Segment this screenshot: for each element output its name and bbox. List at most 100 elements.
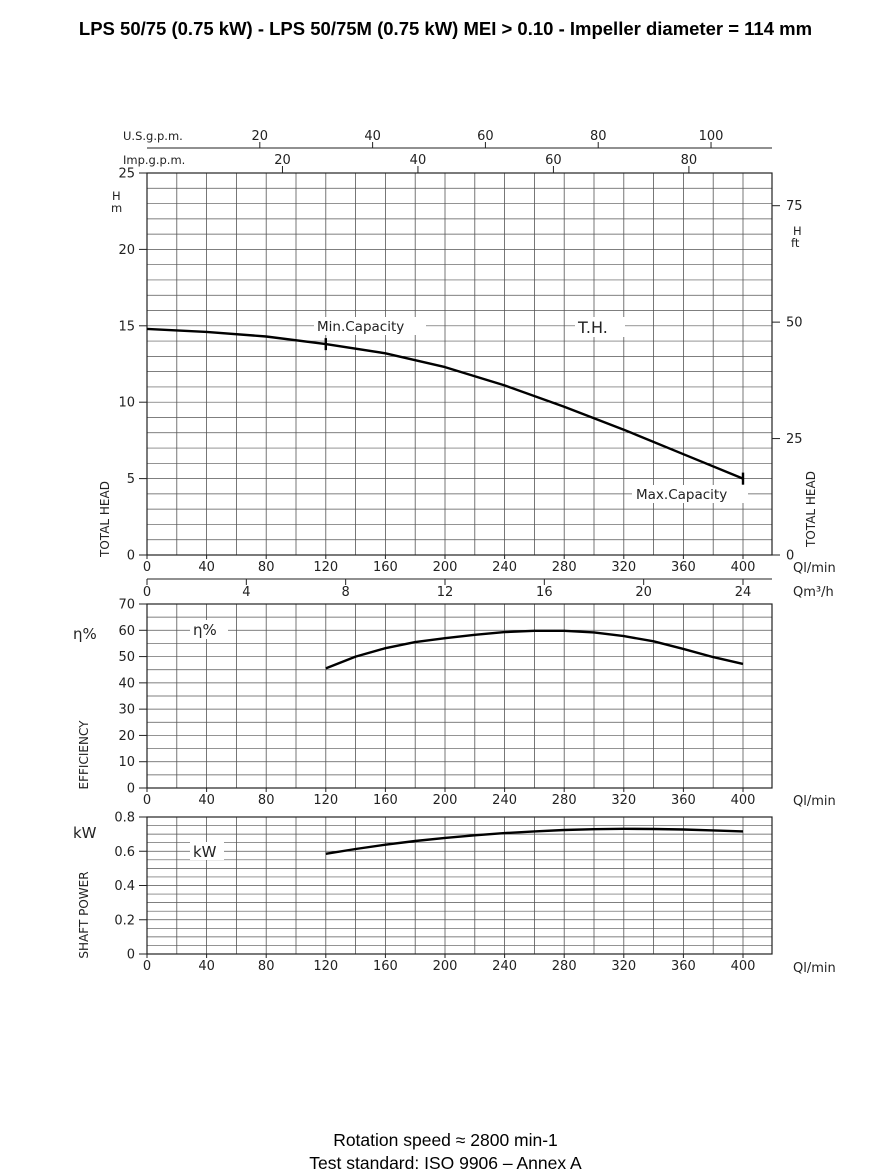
head-chart-y-tick-label: 5 <box>127 472 135 487</box>
head-chart-m3h-tick-label: 0 <box>143 585 151 600</box>
head-chart-y-tick-label: 20 <box>118 243 135 258</box>
efficiency-chart-y-tick-label: 20 <box>118 729 135 744</box>
efficiency-chart-x-tick-label: 200 <box>433 793 458 808</box>
head-chart-unit-h-right: H <box>793 224 802 238</box>
head-chart-ft-tick-label: 0 <box>786 549 794 564</box>
efficiency-chart-plot-frame <box>146 603 773 789</box>
head-chart-x-tick-label: 360 <box>671 560 696 575</box>
power-chart-x-tick-label: 400 <box>731 959 756 974</box>
efficiency-curve-label-bg <box>190 620 228 639</box>
head-chart-y-axis-title: TOTAL HEAD <box>98 481 112 558</box>
power-chart-y-tick-label: 0.8 <box>114 811 135 826</box>
head-chart-impgpm-tick-label: 20 <box>274 153 291 168</box>
efficiency-chart-x-tick-label: 160 <box>373 793 398 808</box>
power-chart-x-tick-label: 320 <box>611 959 636 974</box>
power-chart-x-tick-label: 240 <box>492 959 517 974</box>
head-chart-x-tick-label: 320 <box>611 560 636 575</box>
efficiency-chart-y-tick-label: 60 <box>118 624 135 639</box>
efficiency-chart-x-tick-label: 280 <box>552 793 577 808</box>
efficiency-chart-y-tick-label: 70 <box>118 598 135 613</box>
power-chart-x-tick-label: 40 <box>198 959 215 974</box>
efficiency-chart-y-tick-label: 50 <box>118 650 135 665</box>
efficiency-unit-label: η% <box>73 625 97 643</box>
head-chart-ft-tick-label: 75 <box>786 199 803 214</box>
efficiency-chart-x-tick-label: 240 <box>492 793 517 808</box>
efficiency-curve <box>325 629 744 670</box>
efficiency-chart-x-tick-label: 40 <box>198 793 215 808</box>
head-chart-plot-frame <box>146 172 773 556</box>
rotation-speed-note: Rotation speed ≈ 2800 min-1 <box>333 1130 558 1150</box>
head-chart-usgpm-tick-label: 60 <box>477 129 494 144</box>
power-chart-x-unit-label: Ql/min <box>793 961 836 976</box>
head-chart-x-unit-label: Ql/min <box>793 561 836 576</box>
head-chart-x-tick-label: 40 <box>198 560 215 575</box>
head-chart-x-tick-label: 160 <box>373 560 398 575</box>
power-chart-y-tick-label: 0.4 <box>114 879 135 894</box>
head-chart-m3h-unit-label: Qm³/h <box>793 585 834 600</box>
head-chart-y-tick-label: 0 <box>127 549 135 564</box>
power-chart-y-tick-label: 0.6 <box>114 845 135 860</box>
head-chart-x-tick-label: 0 <box>143 560 151 575</box>
head-chart-usgpm-unit-label: U.S.g.p.m. <box>123 129 183 143</box>
head-chart-x-tick-label: 200 <box>433 560 458 575</box>
power-y-axis-title: SHAFT POWER <box>77 871 91 958</box>
power-chart-x-tick-label: 200 <box>433 959 458 974</box>
head-chart-x-tick-label: 80 <box>258 560 275 575</box>
efficiency-chart-x-tick-label: 80 <box>258 793 275 808</box>
page-title: LPS 50/75 (0.75 kW) - LPS 50/75M (0.75 k… <box>78 18 813 39</box>
head-chart-usgpm-tick-label: 40 <box>364 129 381 144</box>
test-standard-note: Test standard: ISO 9906 – Annex A <box>309 1153 582 1173</box>
power-chart-x-tick-label: 80 <box>258 959 275 974</box>
head-chart-usgpm-tick-label: 20 <box>252 129 269 144</box>
power-chart-x-tick-label: 0 <box>143 959 151 974</box>
efficiency-y-axis-title: EFFICIENCY <box>77 720 91 790</box>
efficiency-chart-y-tick-label: 30 <box>118 703 135 718</box>
power-chart-x-tick-label: 280 <box>552 959 577 974</box>
head-chart-impgpm-tick-label: 80 <box>681 153 698 168</box>
power-chart-x-tick-label: 120 <box>313 959 338 974</box>
head-chart-ft-tick-label: 50 <box>786 316 803 331</box>
head-curve <box>146 327 744 480</box>
head-chart-m3h-tick-label: 8 <box>342 585 350 600</box>
efficiency-chart-y-tick-label: 10 <box>118 755 135 770</box>
head-chart-x-tick-label: 240 <box>492 560 517 575</box>
head-chart-y-tick-label: 10 <box>118 396 135 411</box>
head-curve-label: T.H. <box>577 318 608 337</box>
efficiency-chart-y-tick-label: 40 <box>118 676 135 691</box>
head-chart-x-tick-label: 400 <box>731 560 756 575</box>
head-chart-ft-tick-label: 25 <box>786 432 803 447</box>
power-chart-x-tick-label: 160 <box>373 959 398 974</box>
head-chart-y-tick-label: 15 <box>118 319 135 334</box>
head-chart-impgpm-tick-label: 40 <box>410 153 427 168</box>
head-chart-unit-h: H <box>112 189 121 203</box>
power-curve <box>325 827 744 855</box>
head-chart-impgpm-unit-label: Imp.g.p.m. <box>123 153 185 167</box>
efficiency-chart-x-tick-label: 120 <box>313 793 338 808</box>
head-chart-m3h-tick-label: 20 <box>635 585 652 600</box>
head-chart-m3h-tick-label: 4 <box>242 585 250 600</box>
efficiency-chart-x-tick-label: 400 <box>731 793 756 808</box>
head-curve-label-bg <box>575 317 625 337</box>
min-capacity-label-bg <box>314 317 426 335</box>
efficiency-chart-x-tick-label: 0 <box>143 793 151 808</box>
power-unit-label: kW <box>73 824 97 842</box>
power-curve-label: kW <box>193 843 217 861</box>
head-chart-y-tick-label: 25 <box>118 167 135 182</box>
power-chart-y-tick-label: 0.2 <box>114 913 135 928</box>
efficiency-chart-x-tick-label: 320 <box>611 793 636 808</box>
head-chart-m3h-tick-label: 12 <box>437 585 454 600</box>
min-capacity-label: Min.Capacity <box>317 319 404 335</box>
efficiency-chart-y-tick-label: 0 <box>127 782 135 797</box>
head-chart-usgpm-tick-label: 80 <box>590 129 607 144</box>
efficiency-curve-label: η% <box>193 621 217 639</box>
head-chart-unit-ft: ft <box>791 236 800 250</box>
head-chart-y-axis-title-right: TOTAL HEAD <box>804 471 818 548</box>
max-capacity-label: Max.Capacity <box>636 487 727 503</box>
power-chart-x-tick-label: 360 <box>671 959 696 974</box>
head-chart-x-tick-label: 120 <box>313 560 338 575</box>
max-capacity-label-bg <box>632 485 748 503</box>
head-chart-usgpm-tick-label: 100 <box>699 129 724 144</box>
head-chart-m3h-tick-label: 16 <box>536 585 553 600</box>
head-chart-x-tick-label: 280 <box>552 560 577 575</box>
